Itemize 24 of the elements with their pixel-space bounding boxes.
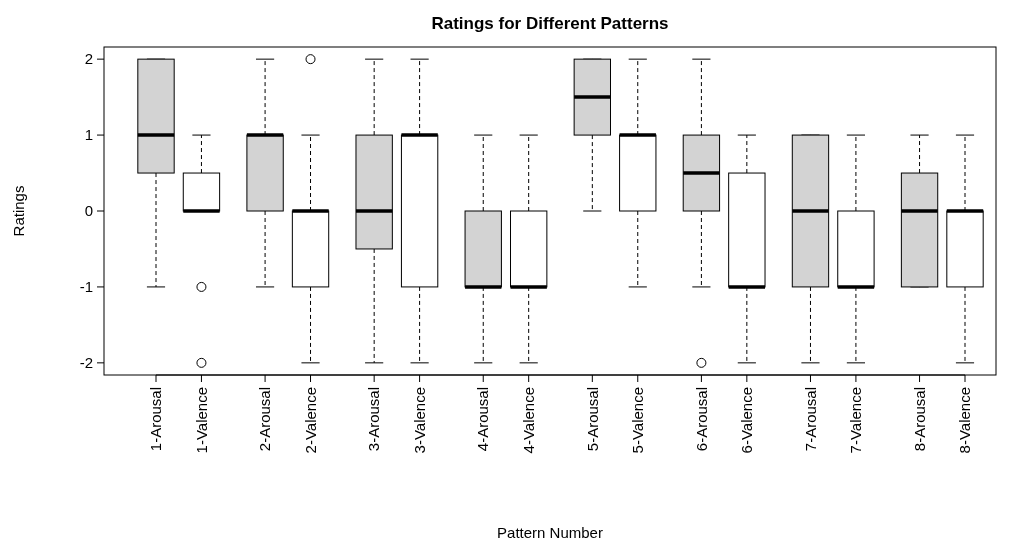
- x-tick-label: 6-Arousal: [692, 387, 710, 452]
- x-tick-label: 3-Valence: [410, 387, 428, 454]
- y-tick-label: -1: [79, 278, 93, 296]
- y-tick-label: -2: [79, 354, 93, 372]
- y-axis-title: Ratings: [10, 185, 27, 237]
- x-tick-label: 5-Valence: [629, 387, 647, 454]
- x-tick-label: 4-Valence: [519, 387, 537, 454]
- x-tick-label: 8-Valence: [956, 387, 974, 454]
- chart-title: Ratings for Different Patterns: [431, 14, 669, 33]
- y-tick-label: 2: [84, 50, 93, 68]
- x-tick-label: 2-Valence: [301, 387, 319, 454]
- y-tick-label: 0: [84, 202, 93, 220]
- x-tick-label: 1-Arousal: [147, 387, 165, 452]
- x-tick-label: 5-Arousal: [583, 387, 601, 452]
- x-tick-label: 7-Arousal: [801, 387, 819, 452]
- x-tick-label: 2-Arousal: [256, 387, 274, 452]
- x-tick-label: 1-Valence: [192, 387, 210, 454]
- x-axis-title: Pattern Number: [497, 524, 603, 541]
- x-tick-label: 7-Valence: [847, 387, 865, 454]
- y-tick-label: 1: [84, 126, 93, 144]
- x-tick-label: 4-Arousal: [474, 387, 492, 452]
- x-tick-label: 8-Arousal: [910, 387, 928, 452]
- x-tick-label: 3-Arousal: [365, 387, 383, 452]
- x-tick-label: 6-Valence: [738, 387, 756, 454]
